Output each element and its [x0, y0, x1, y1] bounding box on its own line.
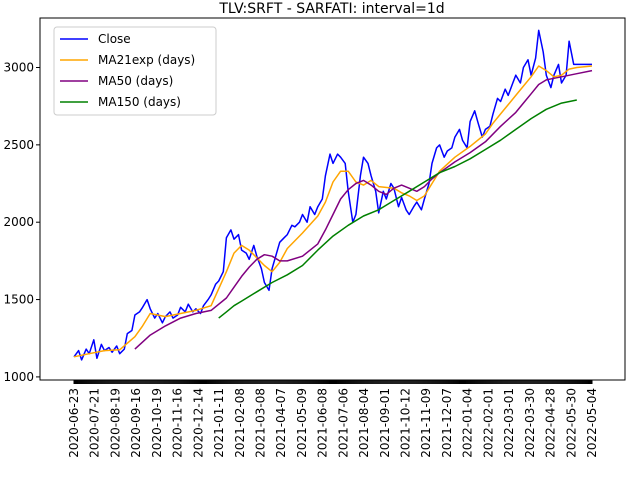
- y-axis: 1000 1500 2000 2500 3000: [3, 61, 40, 384]
- x-tick-label: 2021-06-08: [316, 388, 330, 458]
- x-tick-label: 2021-11-09: [419, 388, 433, 458]
- y-tick-label: 2000: [3, 215, 34, 229]
- y-tick-label: 1000: [3, 370, 34, 384]
- x-tick-label: 2020-11-16: [171, 388, 185, 458]
- x-tick-label: 2020-10-19: [150, 388, 164, 458]
- series-line-2: [134, 69, 593, 350]
- legend-frame: [53, 26, 217, 116]
- x-tick-label: 2021-01-11: [212, 388, 226, 458]
- x-tick-label: 2021-02-08: [233, 388, 247, 458]
- x-tick-label: 2021-03-08: [253, 388, 267, 458]
- x-tick-label: 2021-09-01: [378, 388, 392, 458]
- legend-entry: MA21exp (days): [98, 53, 195, 67]
- x-tick-label: 2020-07-21: [88, 388, 102, 458]
- x-tick-label: 2021-12-07: [440, 388, 454, 458]
- legend-entry: MA150 (days): [98, 95, 181, 109]
- y-tick-label: 3000: [3, 61, 34, 75]
- series-line-1: [73, 65, 593, 358]
- series-line-3: [218, 99, 577, 319]
- x-tick-label: 2022-05-04: [585, 388, 599, 458]
- x-axis: 2020-06-23 2020-07-21 2020-08-19 2020-09-16…: [67, 380, 599, 458]
- x-tick-label: 2021-07-06: [336, 388, 350, 458]
- chart-title: TLV:SRFT - SARFATI: interval=1d: [218, 1, 444, 17]
- x-tick-label: 2020-09-16: [129, 388, 143, 458]
- x-tick-label: 2022-03-01: [502, 388, 516, 458]
- x-tick-label: 2022-05-30: [564, 388, 578, 458]
- x-tick-label: 2021-05-09: [295, 388, 309, 458]
- x-tick-label: 2021-04-07: [274, 388, 288, 458]
- legend: Close MA21exp (days) MA50 (days) MA150 (day…: [53, 26, 217, 116]
- series-line-0: [73, 29, 592, 361]
- x-tick-label: 2021-08-04: [357, 388, 371, 458]
- legend-entry: MA50 (days): [98, 74, 173, 88]
- x-tick-label: 2020-08-19: [108, 388, 122, 458]
- y-tick-label: 1500: [3, 293, 34, 307]
- x-tick-label: 2022-01-04: [461, 388, 475, 458]
- x-tick-label: 2021-10-12: [399, 388, 413, 458]
- x-tick-label: 2022-03-30: [523, 388, 537, 458]
- x-tick-label: 2020-06-23: [67, 388, 81, 458]
- x-tick-label: 2022-04-28: [544, 388, 558, 458]
- legend-entry: Close: [98, 32, 131, 46]
- y-tick-label: 2500: [3, 138, 34, 152]
- x-tick-label: 2022-02-01: [481, 388, 495, 458]
- x-tick-label: 2020-12-14: [191, 388, 205, 458]
- series-lines: [73, 29, 593, 361]
